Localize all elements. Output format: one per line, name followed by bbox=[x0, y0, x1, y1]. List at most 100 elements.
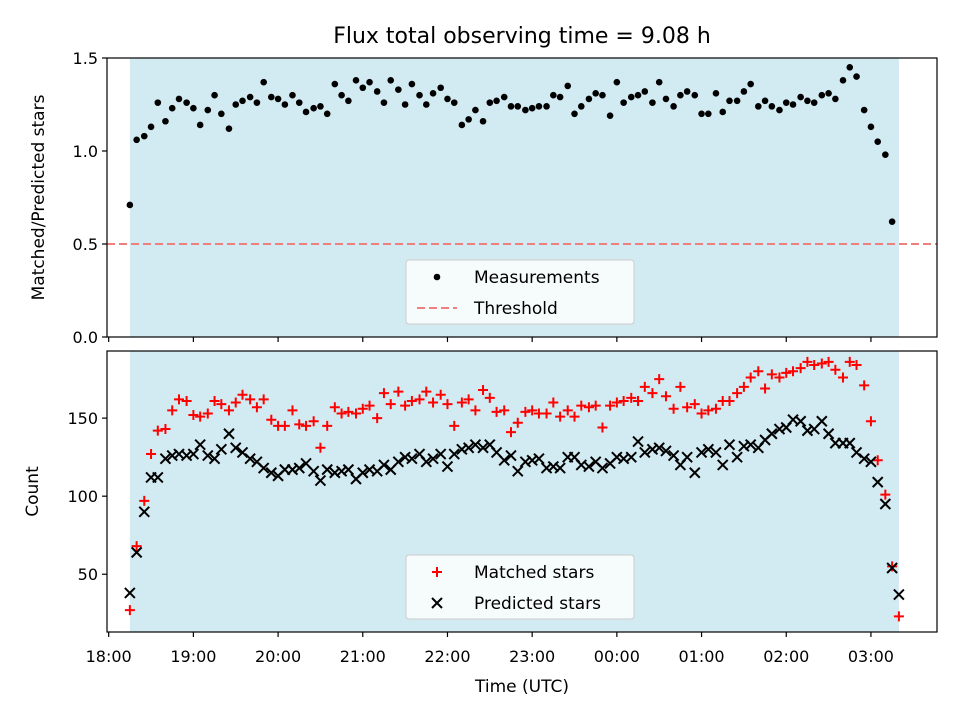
predicted-point bbox=[540, 462, 553, 474]
predicted-point bbox=[441, 460, 454, 473]
x-tick-label: 03:00 bbox=[848, 647, 894, 666]
matched-point bbox=[442, 399, 453, 410]
measurement-point bbox=[239, 97, 246, 105]
matched-point bbox=[484, 392, 495, 403]
measurement-point bbox=[740, 88, 748, 95]
predicted-point bbox=[723, 438, 736, 451]
matched-point bbox=[859, 380, 870, 391]
predicted-point bbox=[342, 463, 355, 476]
matched-point bbox=[802, 356, 813, 367]
measurement-point bbox=[162, 117, 169, 125]
predicted-point bbox=[858, 453, 870, 465]
predicted-point bbox=[646, 443, 659, 456]
measurement-point bbox=[168, 104, 176, 112]
measurement-point bbox=[479, 117, 487, 125]
matched-point bbox=[160, 424, 171, 435]
matched-point bbox=[456, 397, 467, 408]
predicted-point bbox=[469, 438, 482, 451]
matched-point bbox=[294, 419, 305, 430]
matched-point bbox=[527, 405, 538, 416]
matched-point bbox=[816, 358, 827, 369]
predicted-point bbox=[639, 446, 651, 459]
predicted-point bbox=[710, 446, 722, 459]
measurement-point bbox=[450, 99, 458, 106]
matched-point bbox=[774, 372, 785, 383]
matched-point bbox=[865, 416, 876, 427]
matched-point bbox=[406, 395, 417, 406]
measurement-point bbox=[655, 78, 663, 86]
predicted-point bbox=[794, 415, 807, 427]
ratio-panel: 0.0 0.5 1.0 1.5 Matched/Predicted stars Measu… bbox=[29, 49, 938, 347]
measurement-point bbox=[133, 136, 140, 144]
x-tick-label: 20:00 bbox=[255, 647, 301, 666]
measurement-point bbox=[556, 93, 564, 101]
matched-point bbox=[668, 403, 679, 414]
measurement-point bbox=[670, 103, 677, 110]
legend: Measurements Threshold bbox=[405, 259, 635, 325]
measurement-point bbox=[281, 101, 289, 108]
legend-box bbox=[405, 259, 635, 325]
matched-point bbox=[167, 405, 178, 416]
matched-point bbox=[893, 611, 904, 622]
predicted-point bbox=[681, 451, 693, 463]
measurement-point bbox=[183, 99, 190, 106]
matched-point bbox=[851, 360, 862, 371]
measurement-point bbox=[613, 78, 621, 86]
predicted-point bbox=[886, 562, 898, 574]
matched-point bbox=[753, 366, 764, 377]
matched-point bbox=[336, 408, 347, 419]
legend-label: Predicted stars bbox=[474, 594, 601, 614]
x-tick-label: 21:00 bbox=[340, 647, 386, 666]
matched-point bbox=[322, 420, 333, 431]
measurement-point bbox=[768, 103, 776, 110]
measurement-point bbox=[154, 99, 162, 106]
legend-box bbox=[405, 554, 635, 620]
matched-point bbox=[351, 408, 361, 419]
predicted-point bbox=[293, 462, 305, 474]
y-tick-label: 150 bbox=[67, 409, 98, 428]
predicted-point bbox=[462, 442, 475, 454]
matched-point bbox=[505, 427, 516, 438]
predicted-point bbox=[194, 438, 206, 451]
matched-point bbox=[844, 356, 855, 367]
matched-point bbox=[421, 386, 432, 397]
predicted-point bbox=[583, 460, 595, 473]
matched-point bbox=[139, 495, 150, 506]
matched-point bbox=[660, 391, 671, 402]
measurement-point bbox=[550, 91, 557, 99]
y-tick-label: 50 bbox=[78, 565, 98, 584]
measurement-point bbox=[302, 108, 310, 116]
matched-point bbox=[209, 395, 220, 406]
measurements-series bbox=[126, 64, 896, 225]
predicted-point bbox=[187, 448, 200, 460]
measurement-point bbox=[437, 84, 444, 92]
measurement-point bbox=[401, 101, 409, 108]
matched-point bbox=[181, 395, 192, 406]
measurement-point bbox=[641, 88, 649, 95]
measurement-point bbox=[543, 103, 550, 110]
measurement-point bbox=[507, 103, 515, 110]
measurement-point bbox=[853, 73, 860, 80]
predicted-point bbox=[773, 423, 786, 435]
predicted-point bbox=[321, 463, 333, 476]
measurement-point bbox=[175, 95, 183, 103]
measurement-point bbox=[253, 99, 261, 106]
matched-point bbox=[837, 372, 848, 383]
y-axis-label: Count bbox=[23, 466, 43, 517]
predicted-point bbox=[427, 453, 439, 465]
predicted-point bbox=[314, 474, 327, 487]
predicted-point bbox=[124, 587, 136, 599]
measurement-point bbox=[274, 95, 282, 103]
predicted-point bbox=[879, 498, 892, 510]
measurement-point bbox=[677, 91, 684, 99]
predicted-point bbox=[816, 415, 828, 427]
measurement-point bbox=[429, 90, 437, 97]
matched-point bbox=[830, 364, 841, 375]
count-panel: 50 100 150 Count Matched stars Predicted star… bbox=[23, 350, 938, 637]
predicted-point bbox=[744, 438, 757, 451]
x-tick-label: 22:00 bbox=[424, 647, 470, 666]
matched-point bbox=[724, 395, 735, 406]
measurement-point bbox=[140, 132, 148, 140]
legend-label: Measurements bbox=[474, 268, 600, 288]
matched-point bbox=[216, 399, 227, 410]
